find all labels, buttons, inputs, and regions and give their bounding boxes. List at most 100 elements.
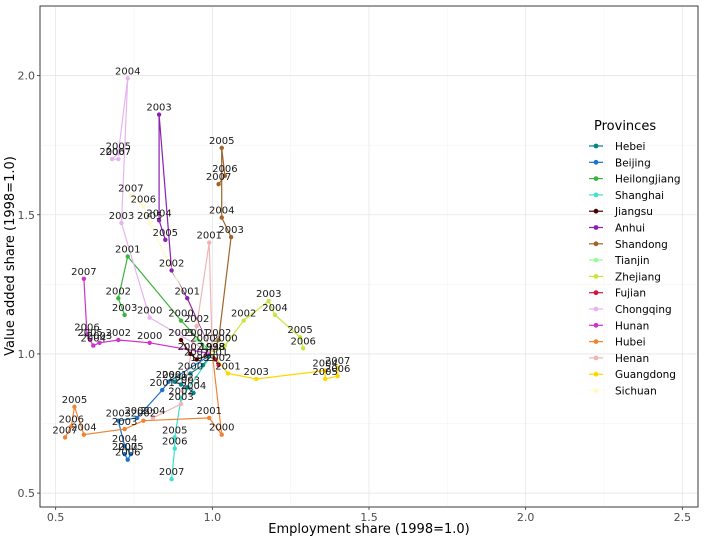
data-point	[178, 396, 184, 401]
year-label: 2002	[231, 309, 256, 320]
legend-label: Hunan	[615, 320, 649, 332]
year-label: 2007	[52, 425, 77, 436]
year-label: 2002	[106, 328, 131, 339]
year-label: 2004	[181, 381, 206, 392]
year-label: 2002	[178, 342, 203, 353]
year-label: 2005	[118, 442, 143, 453]
x-tick-label: 1.5	[360, 511, 378, 524]
legend-key-point	[593, 322, 599, 328]
year-label: 1998	[200, 342, 225, 353]
data-point	[207, 240, 212, 245]
y-tick-label: 1.5	[18, 209, 36, 222]
year-label: 2001	[175, 286, 200, 297]
data-point	[191, 390, 196, 396]
year-label: 2000	[212, 334, 237, 345]
year-label: 2003	[168, 328, 193, 339]
year-label: 1998	[200, 342, 225, 353]
year-label: 2007	[206, 172, 231, 183]
data-point	[241, 318, 246, 323]
legend-key-point	[593, 306, 599, 312]
data-point	[141, 418, 146, 423]
year-label: 2000	[190, 334, 215, 345]
data-point	[178, 401, 184, 407]
legend-title: Provinces	[594, 119, 656, 134]
data-point	[272, 312, 278, 318]
data-point	[169, 476, 174, 482]
legend-key-point	[593, 159, 599, 165]
year-label: 2005	[209, 136, 234, 147]
year-label: 2003	[243, 367, 268, 378]
data-point	[185, 296, 190, 301]
legend-label: Jiangsu	[614, 206, 653, 218]
year-label: 2007	[71, 267, 96, 278]
legend-key-point	[593, 241, 599, 247]
data-point	[134, 415, 140, 421]
year-label: 2001	[196, 406, 221, 417]
data-point	[188, 371, 193, 376]
data-point	[160, 387, 165, 393]
year-label: 2004	[262, 303, 287, 314]
year-label: 2002	[131, 409, 156, 420]
year-label: 2001	[184, 328, 209, 339]
year-label: 2004	[112, 434, 137, 445]
gridlines	[40, 6, 698, 507]
year-label: 2004	[209, 206, 234, 217]
data-point	[222, 343, 228, 348]
data-point	[125, 76, 130, 81]
data-point	[219, 145, 224, 151]
legend-key-point	[593, 176, 599, 182]
year-label: 2006	[59, 414, 84, 425]
data-point	[188, 351, 193, 357]
year-label: 1998	[200, 342, 225, 353]
data-point	[216, 362, 221, 368]
data-point	[172, 435, 177, 440]
data-point	[147, 315, 152, 320]
x-tick-label: 0.5	[47, 511, 65, 524]
legend-key-point	[593, 257, 599, 263]
year-label: 2001	[215, 361, 240, 372]
year-label: 1998	[200, 342, 225, 353]
year-label: 2001	[184, 347, 209, 358]
year-label: 2005	[137, 211, 162, 222]
data-point	[116, 418, 121, 423]
data-point	[207, 415, 212, 421]
year-label: 2002	[159, 258, 184, 269]
data-point	[225, 371, 231, 376]
legend-label: Henan	[615, 353, 649, 365]
year-label: 2005	[77, 328, 102, 339]
data-point	[178, 318, 184, 323]
year-label: 2005	[287, 325, 312, 336]
year-label: 2007	[118, 183, 143, 194]
legend-key-point	[593, 192, 599, 198]
year-label: 2004	[140, 406, 165, 417]
data-point	[178, 337, 184, 343]
data-point	[125, 457, 130, 462]
data-point	[69, 424, 74, 429]
legend-label: Anhui	[615, 223, 645, 235]
legend-label: Tianjin	[614, 255, 650, 267]
data-point	[194, 337, 199, 343]
year-label: 2005	[62, 395, 87, 406]
data-point	[178, 382, 184, 387]
legend-label: Beijing	[615, 157, 651, 169]
data-point	[156, 112, 162, 117]
y-tick-label: 1.0	[18, 348, 36, 361]
legend-key-point	[593, 143, 599, 149]
year-label: 2004	[115, 66, 140, 77]
data-point	[147, 340, 152, 345]
series-points	[62, 76, 340, 482]
year-label: 2007	[325, 356, 350, 367]
y-tick-label: 2.0	[18, 70, 36, 83]
point-labels: 1998199920002001200220032004199820002001…	[52, 66, 350, 478]
year-label: 1998	[200, 342, 225, 353]
year-label: 2005	[106, 142, 131, 153]
year-label: 2006	[162, 437, 187, 448]
year-label: 2003	[112, 417, 137, 428]
legend-key-point	[593, 225, 599, 230]
data-point	[150, 415, 155, 421]
year-label: 2006	[131, 194, 156, 205]
year-label: 2004	[71, 423, 96, 434]
year-label: 2006	[325, 364, 350, 375]
legend-label: Fujian	[615, 288, 646, 300]
year-label: 1998	[200, 342, 225, 353]
